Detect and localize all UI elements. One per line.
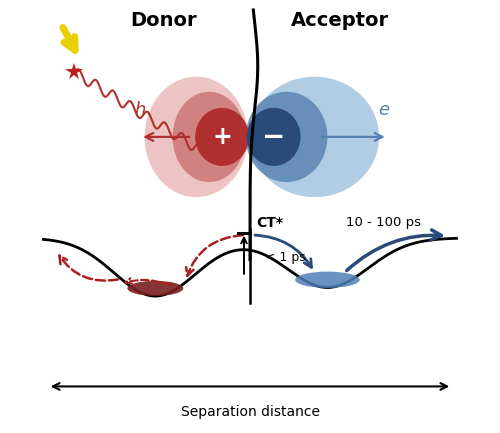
Text: < 1 ps: < 1 ps (265, 251, 306, 264)
Ellipse shape (144, 77, 248, 197)
Ellipse shape (295, 271, 360, 288)
Text: Separation distance: Separation distance (180, 404, 320, 419)
Text: Acceptor: Acceptor (292, 11, 390, 30)
Text: e: e (378, 101, 389, 119)
Ellipse shape (128, 281, 184, 296)
Ellipse shape (172, 92, 246, 182)
Text: CT*: CT* (256, 216, 283, 230)
Text: Donor: Donor (130, 11, 198, 30)
Text: +: + (212, 125, 232, 149)
Text: 10 - 100 ps: 10 - 100 ps (346, 216, 421, 229)
Text: h: h (134, 101, 146, 119)
Ellipse shape (247, 108, 300, 166)
Ellipse shape (195, 108, 249, 166)
Ellipse shape (246, 92, 328, 182)
Text: −: − (262, 123, 285, 151)
Ellipse shape (250, 77, 379, 197)
